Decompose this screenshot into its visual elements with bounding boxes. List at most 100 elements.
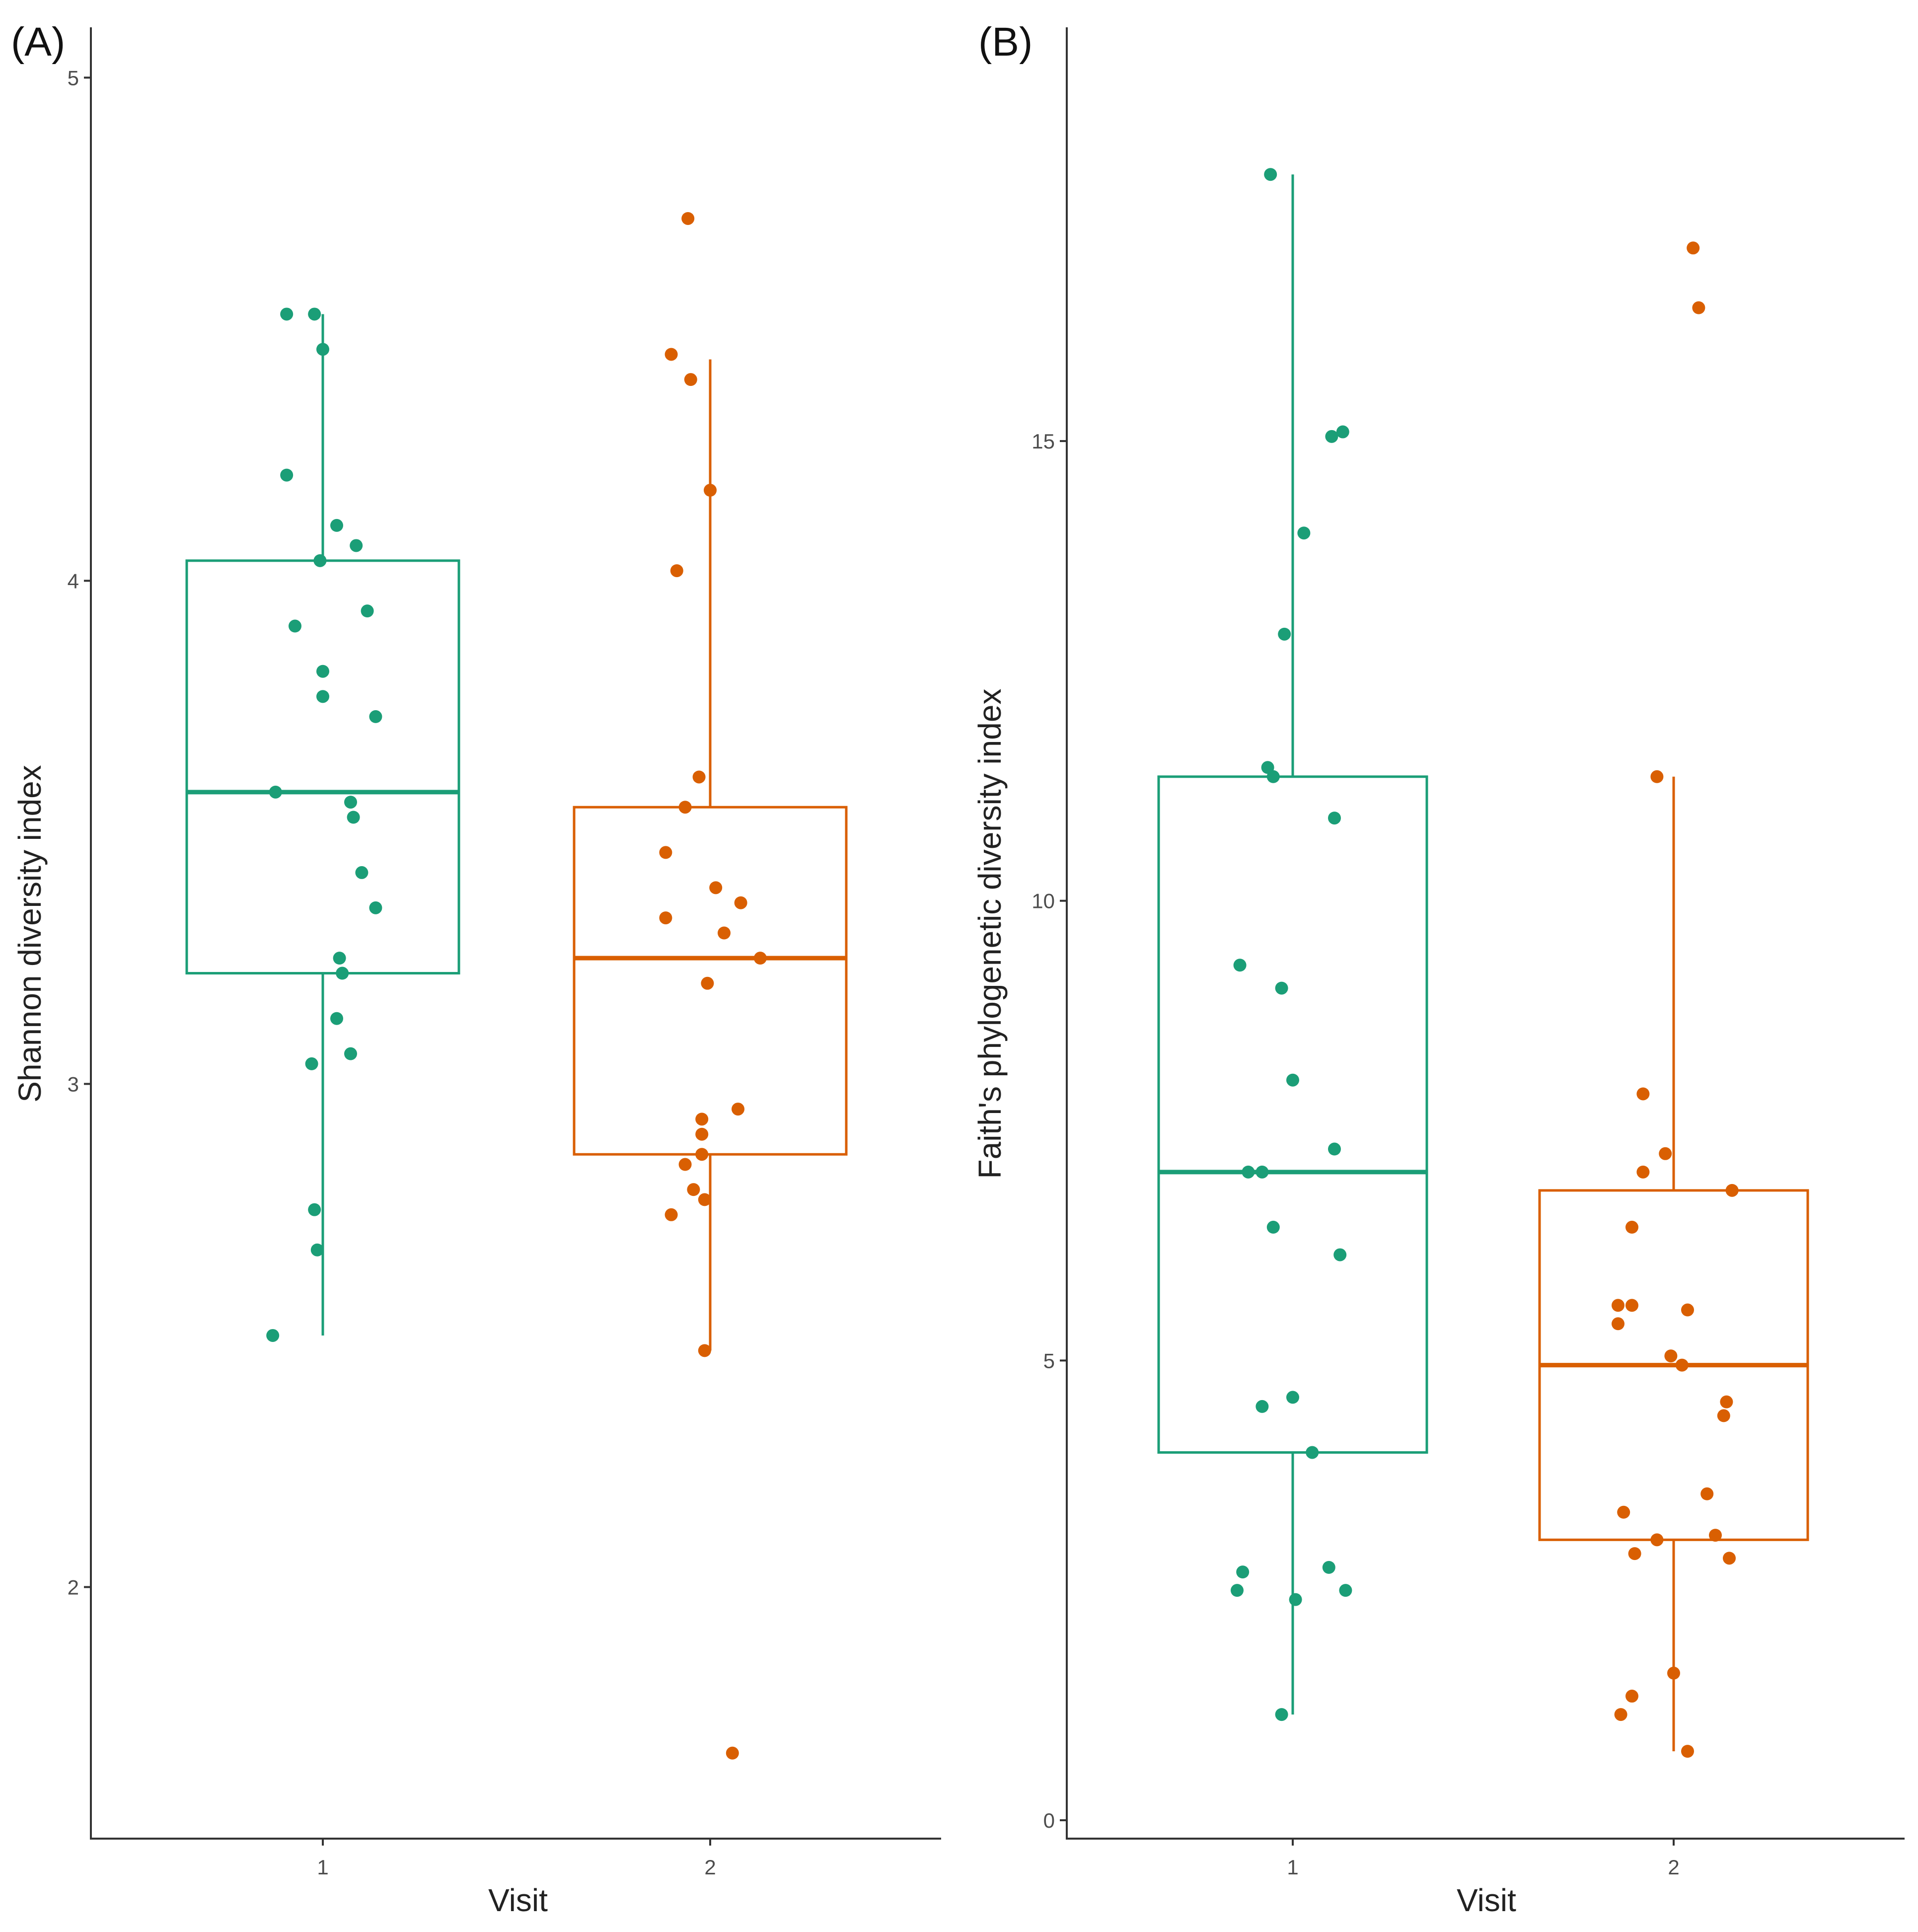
- panel-a-iqr-box: [573, 806, 848, 1156]
- panel-b-point-visit-2: [1612, 1317, 1624, 1331]
- panel-a-point-visit-2: [695, 1127, 709, 1141]
- panel-b-point-visit-1: [1236, 1565, 1250, 1579]
- panel-a-point-visit-1: [336, 966, 349, 980]
- panel-a-point-visit-2: [698, 1193, 711, 1206]
- panel-a-boxes: [185, 314, 848, 1351]
- panel-b-point-visit-1: [1328, 1142, 1341, 1156]
- panel-b-point-visit-1: [1275, 981, 1288, 995]
- panel-b-y-axis-title: Faith's phylogenetic diversity index: [972, 689, 1008, 1179]
- panel-a-point-visit-1: [347, 811, 360, 824]
- panel-b-point-visit-1: [1275, 1708, 1288, 1721]
- panel-a-point-visit-1: [330, 519, 343, 532]
- panel-b-point-visit-1: [1266, 770, 1280, 783]
- panel-b-point-visit-1: [1289, 1593, 1302, 1606]
- panel-b-point-visit-2: [1659, 1147, 1672, 1160]
- panel-a-point-visit-2: [659, 911, 672, 925]
- panel-a-points: [266, 212, 767, 1760]
- panel-b-point-visit-2: [1723, 1552, 1736, 1565]
- panel-b-point-visit-2: [1717, 1409, 1730, 1422]
- panel-b-point-visit-1: [1325, 430, 1338, 443]
- panel-b-point-visit-1: [1255, 1400, 1269, 1413]
- panel-b-point-visit-1: [1336, 425, 1349, 439]
- panel-b-x-tick-label: 2: [1668, 1856, 1679, 1879]
- panel-a-x-tick-label: 2: [704, 1856, 716, 1879]
- panel-b-point-visit-1: [1339, 1584, 1352, 1597]
- panel-a-y-ticks: 2 3 4 5: [68, 66, 91, 1599]
- panel-a-point-visit-2: [670, 564, 683, 578]
- panel-b-point-visit-1: [1266, 1220, 1280, 1234]
- panel-a-point-visit-2: [664, 348, 678, 361]
- panel-b-point-visit-2: [1650, 1533, 1664, 1547]
- panel-b-point-visit-2: [1636, 1165, 1650, 1179]
- panel-b-x-tick-label: 1: [1287, 1856, 1298, 1879]
- panel-a-y-tick-label: 4: [68, 569, 79, 593]
- panel-a-point-visit-2: [695, 1148, 709, 1161]
- panel-b-point-visit-1: [1306, 1446, 1319, 1459]
- panel-b-iqr-box: [1157, 775, 1428, 1454]
- panel-a-point-visit-1: [280, 468, 294, 482]
- panel-b-point-visit-2: [1667, 1666, 1680, 1680]
- panel-a-x-axis-title: Visit: [488, 1882, 548, 1918]
- panel-a-point-visit-2: [692, 770, 706, 784]
- panel-a-label: (A): [11, 19, 65, 65]
- panel-a-point-visit-1: [316, 343, 329, 356]
- panel-a-point-visit-1: [289, 619, 301, 633]
- panel-b-label: (B): [978, 19, 1033, 65]
- panel-a-point-visit-1: [280, 307, 294, 321]
- panel-b-point-visit-2: [1664, 1349, 1678, 1363]
- panel-a-point-visit-1: [361, 604, 374, 618]
- panel-a-box-visit-1: [185, 314, 460, 1336]
- panel-b-y-tick-label: 5: [1043, 1349, 1055, 1372]
- panel-b-point-visit-1: [1322, 1560, 1335, 1574]
- panel-b-point-visit-2: [1614, 1708, 1627, 1721]
- panel-a-point-visit-2: [678, 801, 692, 814]
- panel-b-point-visit-2: [1687, 241, 1700, 255]
- panel-a-point-visit-2: [726, 1746, 739, 1760]
- panel-a-point-visit-1: [308, 307, 321, 321]
- panel-a-point-visit-1: [308, 1203, 321, 1216]
- panel-a-point-visit-1: [310, 1243, 324, 1257]
- panel-a-point-visit-1: [350, 539, 363, 552]
- panel-b-point-visit-1: [1242, 1165, 1255, 1179]
- panel-b-point-visit-2: [1681, 1745, 1694, 1758]
- panel-a-point-visit-1: [316, 690, 329, 703]
- panel-a-point-visit-2: [681, 212, 695, 225]
- panel-a-y-tick-label: 5: [68, 66, 79, 89]
- panel-b-point-visit-2: [1625, 1690, 1638, 1703]
- panel-b-y-tick-label: 0: [1043, 1809, 1055, 1832]
- panel-b-point-visit-2: [1625, 1220, 1638, 1234]
- panel-b-point-visit-2: [1720, 1395, 1733, 1409]
- panel-b-point-visit-1: [1286, 1073, 1299, 1087]
- panel-b-point-visit-2: [1692, 301, 1705, 314]
- panel-b-point-visit-1: [1278, 627, 1291, 641]
- panel-b-point-visit-1: [1255, 1165, 1269, 1179]
- panel-a-y-axis-title: Shannon diversity index: [12, 765, 48, 1103]
- panel-a-y-tick-label: 2: [68, 1575, 79, 1599]
- panel-a-point-visit-2: [664, 1208, 678, 1221]
- panel-a-point-visit-2: [684, 373, 697, 386]
- panel-b-y-ticks: 0 5 10 15: [1032, 430, 1067, 1832]
- panel-b-point-visit-1: [1297, 526, 1311, 540]
- panel-a-point-visit-1: [344, 796, 357, 809]
- panel-b-point-visit-1: [1231, 1584, 1244, 1597]
- panel-a-point-visit-1: [369, 901, 382, 914]
- panel-a-point-visit-1: [344, 1047, 357, 1060]
- panel-a-point-visit-2: [709, 881, 723, 894]
- panel-b-point-visit-2: [1636, 1087, 1650, 1101]
- panel-a-point-visit-2: [678, 1158, 692, 1171]
- panel-b-y-tick-label: 15: [1032, 430, 1055, 453]
- panel-a-point-visit-1: [313, 554, 327, 567]
- panel-a-point-visit-2: [718, 926, 731, 940]
- panel-a-point-visit-1: [330, 1012, 343, 1025]
- panel-b-point-visit-2: [1612, 1299, 1624, 1312]
- panel-b-point-visit-1: [1233, 959, 1247, 972]
- panel-b-box-visit-1: [1157, 174, 1428, 1715]
- panel-b-points: [1231, 168, 1739, 1758]
- panel-a-y-tick-label: 3: [68, 1072, 79, 1096]
- panel-b-point-visit-1: [1328, 812, 1341, 825]
- panel-b-point-visit-2: [1709, 1529, 1722, 1542]
